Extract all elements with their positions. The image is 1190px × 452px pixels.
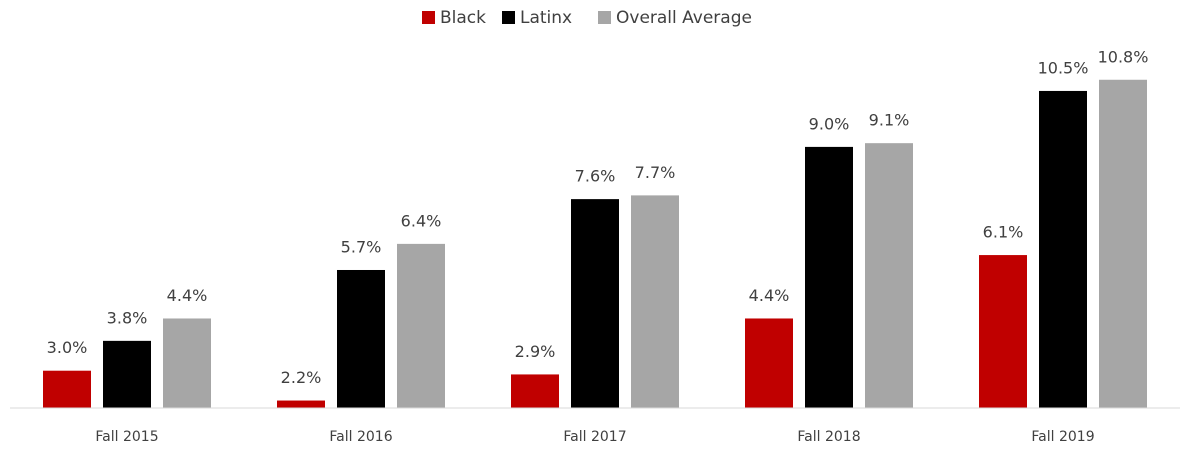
data-label: 3.8% <box>107 308 148 327</box>
legend-swatch <box>422 11 435 24</box>
x-tick-label: Fall 2018 <box>797 429 860 445</box>
data-label: 6.4% <box>401 211 442 230</box>
data-label: 2.9% <box>515 342 556 361</box>
data-label: 7.7% <box>635 163 676 182</box>
bar <box>397 243 445 408</box>
x-tick-label: Fall 2017 <box>563 429 626 445</box>
bar <box>631 195 679 408</box>
legend-label: Latinx <box>520 8 572 28</box>
bar <box>1099 79 1147 408</box>
bar <box>43 370 91 408</box>
x-tick-label: Fall 2019 <box>1031 429 1094 445</box>
data-label: 6.1% <box>983 223 1024 242</box>
data-label: 5.7% <box>341 237 382 256</box>
legend-swatch <box>598 11 611 24</box>
data-label: 10.5% <box>1038 58 1089 77</box>
data-label: 9.1% <box>869 111 910 130</box>
bar <box>163 318 211 408</box>
legend-swatch <box>502 11 515 24</box>
data-label: 4.4% <box>749 286 790 305</box>
data-label: 2.2% <box>281 368 322 387</box>
x-tick-label: Fall 2015 <box>95 429 158 445</box>
bar <box>103 340 151 408</box>
bar <box>865 143 913 409</box>
bar <box>805 146 853 408</box>
bar <box>745 318 793 408</box>
data-label: 3.0% <box>47 338 88 357</box>
bar <box>277 400 325 408</box>
bar <box>337 269 385 408</box>
legend-label: Overall Average <box>616 8 752 28</box>
bar <box>979 255 1027 408</box>
bar <box>511 374 559 408</box>
data-label: 10.8% <box>1098 47 1149 66</box>
bar <box>571 199 619 408</box>
data-label: 7.6% <box>575 167 616 186</box>
data-label: 4.4% <box>167 286 208 305</box>
bar <box>1039 90 1087 408</box>
x-tick-label: Fall 2016 <box>329 429 392 445</box>
legend-label: Black <box>440 8 486 28</box>
data-label: 9.0% <box>809 114 850 133</box>
